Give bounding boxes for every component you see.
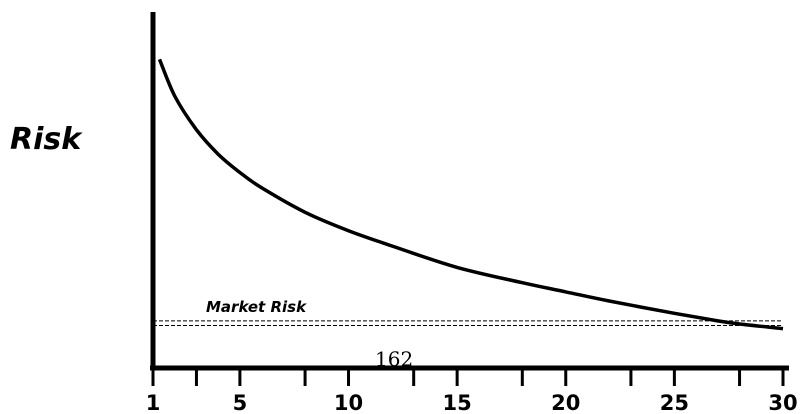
x-axis-ticks — [151, 370, 785, 386]
x-tick-label: 10 — [334, 391, 363, 414]
market-risk-label: Market Risk — [206, 298, 307, 316]
x-tick-label: 20 — [551, 391, 580, 414]
x-tick-label: 25 — [660, 391, 689, 414]
x-tick-label: 30 — [768, 391, 797, 414]
x-tick-label: 15 — [443, 391, 472, 414]
risk-curve — [157, 58, 784, 331]
x-tick-label: 5 — [233, 391, 248, 414]
page-number: 162 — [375, 347, 413, 371]
market-risk-band: Market Risk — [153, 298, 783, 327]
y-axis-label: Risk — [10, 122, 83, 157]
x-axis-tick-labels: 1 5 10 15 20 25 30 — [146, 391, 798, 414]
x-tick-label: 1 — [146, 391, 161, 414]
